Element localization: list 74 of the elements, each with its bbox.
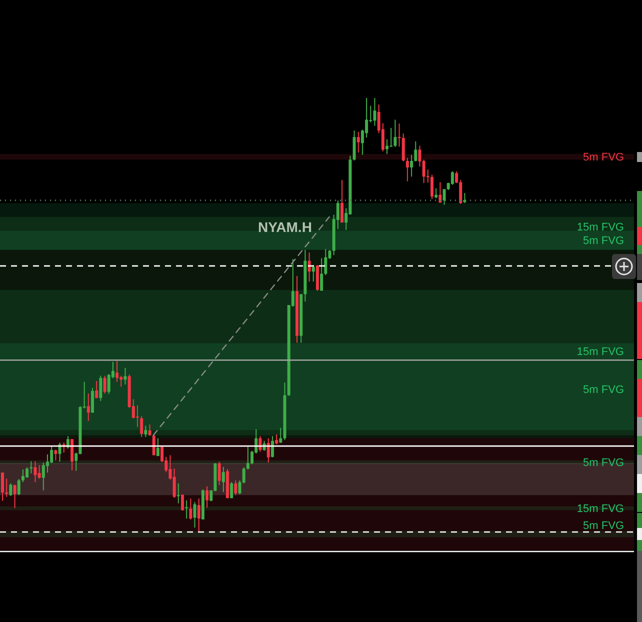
candlestick [172, 468, 176, 498]
candlestick [442, 188, 446, 206]
band-label: 5m FVG [583, 520, 624, 532]
candlestick [356, 131, 360, 154]
candlestick [148, 424, 152, 436]
candlestick [70, 438, 74, 471]
candlestick [120, 375, 123, 388]
candlestick [54, 449, 58, 461]
candlestick [414, 140, 418, 162]
candlestick [320, 258, 324, 292]
candlestick [176, 482, 180, 504]
candlestick [193, 502, 196, 528]
band-label: 15m FVG [576, 221, 624, 234]
candlestick [34, 460, 37, 483]
candlestick [402, 133, 405, 162]
candlestick [406, 157, 409, 182]
candlestick [99, 375, 102, 402]
candlestick [1, 472, 4, 502]
candlestick [66, 436, 70, 450]
candlestick [38, 464, 41, 480]
band-label: 15m FVG [576, 503, 624, 516]
candlestick [5, 478, 8, 498]
candlestick [246, 446, 250, 470]
candlestick [390, 127, 393, 148]
candlestick [107, 374, 110, 394]
candlestick [270, 436, 274, 458]
candlestick [430, 174, 434, 200]
band-label: 5m FVG [583, 457, 624, 470]
candlestick [385, 138, 388, 154]
candlestick [95, 380, 98, 399]
candlestick [312, 264, 315, 282]
candlestick [17, 478, 20, 496]
candlestick [30, 460, 33, 474]
candlestick [206, 486, 209, 508]
candlestick [156, 438, 160, 457]
candlestick [218, 461, 221, 486]
candlestick [9, 482, 12, 496]
candlestick [13, 484, 16, 509]
candlestick [398, 123, 401, 148]
candlestick [189, 498, 192, 520]
candlestick [103, 375, 106, 394]
candlestick [275, 434, 278, 445]
candlestick [140, 416, 144, 438]
band-label: 15m FVG [576, 346, 624, 358]
band-label: 5m FVG [583, 152, 624, 164]
candlestick [373, 98, 376, 126]
candlestick [90, 387, 94, 414]
candlestick [450, 170, 454, 186]
candlestick [21, 469, 24, 483]
candlestick [197, 498, 200, 532]
candlestick [26, 466, 29, 478]
band-label: 5m FVG [583, 235, 624, 248]
candlestick [185, 500, 188, 520]
candlestick [266, 438, 270, 464]
candlestick [434, 188, 438, 199]
candlestick [86, 393, 90, 422]
candlestick [42, 462, 45, 491]
candlestick [324, 248, 328, 276]
band-label: 5m FVG [583, 384, 624, 396]
candlestick [352, 130, 356, 161]
candlestick [180, 494, 184, 511]
candlestick [340, 180, 344, 224]
candlestick [144, 425, 148, 438]
candlestick [136, 404, 139, 428]
candlestick [230, 482, 234, 499]
candlestick [234, 480, 238, 496]
candlestick [410, 154, 414, 178]
candlestick [116, 360, 119, 382]
candlestick [279, 427, 282, 444]
annotation: NYAM.H [258, 218, 312, 236]
candlestick [394, 119, 397, 148]
candlestick [50, 446, 54, 464]
candlestick [124, 367, 127, 385]
candlestick [222, 466, 225, 493]
